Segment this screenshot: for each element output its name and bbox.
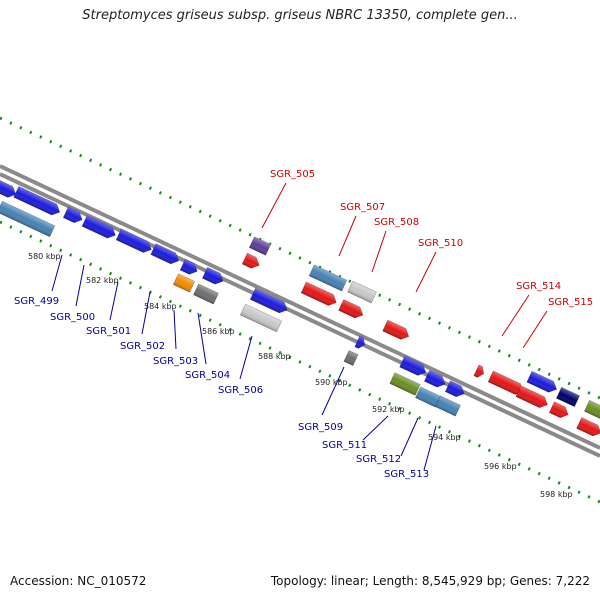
gene-steelblue-1[interactable] [0, 200, 56, 238]
gene-steelblue-2[interactable] [308, 264, 348, 292]
forward-leader-line [522, 310, 548, 349]
gene-reverse-blue-9[interactable] [249, 288, 290, 316]
reverse-leader-line [423, 425, 437, 471]
gene-label-sgr_508[interactable]: SGR_508 [374, 217, 419, 228]
gene-forward-red-4[interactable] [382, 319, 412, 342]
gene-label-sgr_502[interactable]: SGR_502 [120, 341, 165, 352]
kbp-ticks: 580 kbp 582 kbp 584 kbp 586 kbp 588 kbp 590 k… [28, 252, 573, 499]
kbp-tick-label: 598 kbp [540, 490, 573, 499]
kbp-tick-label: 594 kbp [428, 433, 461, 442]
gene-forward-red-1[interactable] [241, 252, 262, 271]
gene-label-sgr_500[interactable]: SGR_500 [50, 312, 95, 323]
gene-orange-1[interactable] [172, 273, 196, 293]
genome-summary-text: Topology: linear; Length: 8,545,929 bp; … [270, 574, 590, 588]
reverse-leader-line [362, 415, 389, 441]
gene-reverse-blue-7[interactable] [179, 258, 200, 277]
forward-leader-line [371, 230, 387, 273]
reverse-leader-line [141, 291, 151, 335]
kbp-tick-label: 586 kbp [202, 327, 235, 336]
gene-gray-2[interactable] [343, 350, 359, 366]
gene-reverse-blue-12[interactable] [424, 369, 447, 389]
gene-forward-red-8[interactable] [548, 401, 570, 420]
gene-purple-1[interactable] [248, 236, 272, 256]
gene-label-sgr_501[interactable]: SGR_501 [86, 326, 131, 337]
gene-reverse-blue-10[interactable] [354, 335, 367, 350]
forward-leader-line [501, 294, 530, 337]
gene-label-sgr_514[interactable]: SGR_514 [516, 281, 561, 292]
gene-reverse-blue-3[interactable] [62, 206, 84, 225]
forward-leader-line [338, 215, 357, 257]
backbone-line-upper [0, 164, 600, 450]
genome-title: Streptomyces griseus subsp. griseus NBRC… [82, 8, 518, 23]
gene-forward-red-9[interactable] [576, 417, 600, 438]
kbp-tick-label: 592 kbp [372, 405, 405, 414]
gene-reverse-blue-8[interactable] [202, 266, 225, 286]
reverse-leader-line [321, 366, 345, 416]
kbp-tick-label: 580 kbp [28, 252, 61, 261]
reverse-leader-line [173, 309, 177, 350]
reverse-leader-line [197, 312, 207, 365]
gene-labels: SGR_505 SGR_507 SGR_508 SGR_510 SGR_514 SGR_5… [14, 169, 593, 480]
gene-olive-2[interactable] [584, 399, 600, 421]
gene-steelblue-3[interactable] [415, 386, 441, 408]
gene-lightgray-1[interactable] [239, 303, 283, 333]
kbp-tick-label: 582 kbp [86, 276, 119, 285]
gene-label-sgr_503[interactable]: SGR_503 [153, 356, 198, 367]
gene-features [0, 177, 600, 438]
gene-label-sgr_507[interactable]: SGR_507 [340, 202, 385, 213]
accession-text: Accession: NC_010572 [10, 574, 147, 588]
gene-reverse-blue-2[interactable] [13, 186, 63, 217]
lower-scale-track [0, 220, 600, 504]
reverse-leader-line [109, 281, 119, 321]
backbone-line-lower [0, 172, 600, 458]
gene-lightgray-2[interactable] [347, 280, 377, 304]
gene-reverse-blue-6[interactable] [150, 243, 181, 267]
gene-reverse-blue-11[interactable] [399, 355, 429, 378]
gene-label-sgr_510[interactable]: SGR_510 [418, 238, 463, 249]
gene-reverse-blue-1[interactable] [0, 177, 18, 200]
gene-label-sgr_513[interactable]: SGR_513 [384, 469, 429, 480]
forward-leader-line [261, 182, 287, 229]
gene-label-sgr_515[interactable]: SGR_515 [548, 297, 593, 308]
kbp-tick-label: 596 kbp [484, 462, 517, 471]
gene-label-sgr_504[interactable]: SGR_504 [185, 370, 230, 381]
kbp-tick-label: 584 kbp [144, 302, 177, 311]
gene-forward-red-7[interactable] [515, 385, 550, 410]
gene-steelblue-4[interactable] [435, 395, 461, 417]
reverse-leader-line [51, 254, 63, 292]
gene-reverse-blue-14[interactable] [526, 370, 559, 395]
kbp-tick-label: 590 kbp [315, 378, 348, 387]
gene-label-sgr_499[interactable]: SGR_499 [14, 296, 59, 307]
kbp-tick-label: 588 kbp [258, 352, 291, 361]
gene-label-sgr_505[interactable]: SGR_505 [270, 169, 315, 180]
gene-label-sgr_509[interactable]: SGR_509 [298, 422, 343, 433]
forward-leader-line [415, 251, 437, 293]
gene-forward-red-2[interactable] [300, 281, 339, 308]
gene-label-sgr_511[interactable]: SGR_511 [322, 440, 367, 451]
gene-reverse-blue-5[interactable] [115, 228, 154, 255]
gene-forward-red-3[interactable] [338, 299, 366, 320]
gene-navy-1[interactable] [556, 386, 580, 408]
upper-scale-track [0, 116, 600, 400]
gene-reverse-blue-4[interactable] [81, 214, 118, 240]
gene-forward-red-5[interactable] [473, 364, 486, 379]
reverse-leader-line [400, 417, 419, 457]
gene-olive-1[interactable] [389, 372, 421, 396]
gene-label-sgr_506[interactable]: SGR_506 [218, 385, 263, 396]
gene-gray-1[interactable] [193, 283, 219, 305]
reverse-leader-line [239, 335, 253, 380]
gene-reverse-blue-13[interactable] [444, 380, 466, 399]
reverse-leader-line [75, 264, 85, 307]
gene-label-sgr_512[interactable]: SGR_512 [356, 454, 401, 465]
